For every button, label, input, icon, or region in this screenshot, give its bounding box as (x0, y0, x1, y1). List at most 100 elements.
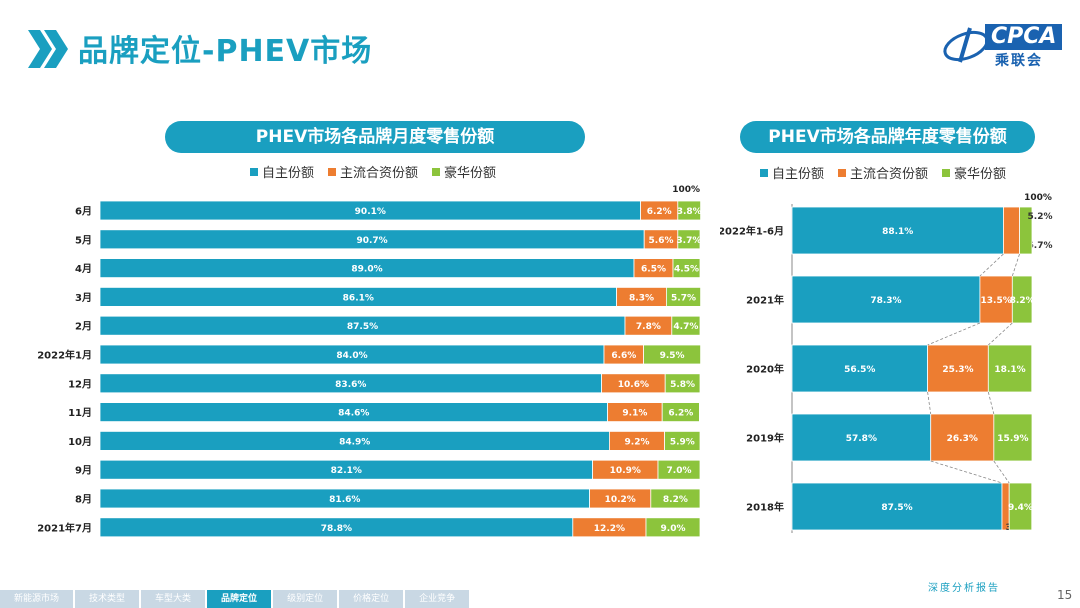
footer-report-label: 深度分析报告 (928, 583, 1000, 594)
bar-segment (1011, 275, 1033, 324)
data-label: 56.5% (844, 365, 875, 375)
data-label: 5.6% (649, 236, 674, 246)
connector-line (993, 460, 1010, 484)
bar-segment (791, 344, 929, 393)
data-label: 13.5% (981, 296, 1012, 306)
data-label: 10.6% (618, 380, 649, 390)
category-label: 2018年 (746, 501, 784, 514)
category-label: 2019年 (746, 432, 784, 445)
data-label: 4.5% (674, 265, 699, 275)
bar-segment (666, 287, 702, 307)
footer-nav-item[interactable]: 级别定位 (273, 590, 338, 608)
yearly-chart-legend: 自主份额 主流合资份额 豪华份额 (760, 163, 1006, 182)
page-number: 15 (1057, 588, 1073, 602)
data-label: 3.8% (677, 207, 702, 217)
data-label: 90.7% (356, 236, 387, 246)
data-label: 18.1% (994, 365, 1025, 375)
data-label: 78.3% (870, 296, 901, 306)
data-label: 10.9% (610, 466, 641, 476)
data-label: 4.7% (673, 322, 698, 332)
bar-segment (677, 200, 701, 221)
data-label: 9.0% (661, 524, 686, 534)
footer-nav-item[interactable]: 价格定位 (339, 590, 404, 608)
legend-item-jv: 主流合资份额 (838, 163, 928, 182)
bar-segment (979, 275, 1013, 324)
footer-nav-item[interactable]: 企业竞争 (405, 590, 470, 608)
data-label: 6.6% (611, 351, 636, 361)
bar-segment (1008, 482, 1033, 531)
category-label: 11月 (68, 407, 92, 419)
data-label: 6.5% (641, 265, 666, 275)
data-label: 7.0% (667, 466, 692, 476)
data-label: 5.2% (1028, 212, 1053, 222)
bar-segment (1003, 206, 1020, 255)
bar-segment (791, 413, 932, 462)
data-label: 87.5% (881, 503, 912, 513)
connector-line (987, 391, 995, 415)
data-label: 3.7% (676, 236, 701, 246)
data-label: 10.2% (605, 495, 636, 505)
data-label: 6.2% (647, 207, 672, 217)
bar-segment (677, 229, 701, 250)
category-label: 6月 (75, 206, 92, 218)
monthly-share-chart: 100% 6月 90.1% 6.2% 3.8% 5月 90.7% 5.6% 3.7% 4月 89.0… (37, 185, 702, 538)
bar-segment (672, 258, 701, 278)
legend-item-jv: 主流合资份额 (328, 162, 418, 181)
connector-line (927, 322, 981, 346)
data-label: 82.1% (331, 466, 362, 476)
bar-segment (993, 413, 1033, 462)
data-label: 8.2% (663, 495, 688, 505)
data-label: 5.9% (670, 437, 695, 447)
bar-segment (987, 344, 1033, 393)
data-label: 86.1% (343, 293, 374, 303)
data-label: 87.5% (347, 322, 378, 332)
data-label: 25.3% (942, 365, 973, 375)
bar-segment (661, 402, 700, 423)
data-label: 6.2% (668, 409, 693, 419)
logo-text: CPCA (985, 24, 1063, 50)
bar-segment (664, 373, 701, 394)
data-label: 9.2% (625, 437, 650, 447)
category-label: 2月 (75, 321, 92, 333)
footer-nav-item[interactable]: 品牌定位 (207, 590, 272, 608)
data-label: 90.1% (355, 207, 386, 217)
bar-segment (671, 315, 701, 336)
data-label: 7.8% (636, 322, 661, 332)
data-label: 12.2% (594, 524, 625, 534)
footer-nav: 新能源市场 技术类型 车型大类 品牌定位 级别定位 价格定位 企业竞争 (0, 590, 471, 608)
category-label: 12月 (68, 378, 92, 390)
data-label: 5.8% (670, 380, 695, 390)
data-label: 78.8% (321, 524, 352, 534)
bar-segment (657, 459, 701, 480)
legend-item-lux: 豪华份额 (942, 163, 1006, 182)
category-label: 2022年1-6月 (720, 225, 784, 238)
legend-item-self: 自主份额 (760, 163, 824, 182)
connector-line (930, 460, 1003, 484)
category-label: 2020年 (746, 363, 784, 376)
category-label: 8月 (75, 494, 92, 506)
data-label: 9.1% (622, 409, 647, 419)
bar-segment (643, 344, 701, 365)
category-label: 4月 (75, 263, 92, 275)
footer-nav-item[interactable]: 车型大类 (141, 590, 206, 608)
data-label: 8.3% (629, 293, 654, 303)
total-label: 100% (1024, 193, 1052, 203)
legend-item-self: 自主份额 (250, 162, 314, 181)
data-label: 9.5% (660, 351, 685, 361)
data-label: 81.6% (329, 495, 360, 505)
monthly-chart-legend: 自主份额 主流合资份额 豪华份额 (250, 162, 496, 181)
bar-segment (791, 206, 1004, 255)
bar-segment (650, 488, 701, 509)
total-label: 100% (672, 185, 700, 195)
footer-nav-item[interactable]: 新能源市场 (0, 590, 74, 608)
data-label: 84.0% (336, 351, 367, 361)
data-label: 57.8% (846, 434, 877, 444)
data-label: 84.9% (339, 437, 370, 447)
category-label: 2021年7月 (37, 521, 92, 534)
data-label: 26.3% (947, 434, 978, 444)
data-label: 8.2% (1010, 296, 1035, 306)
logo-subtitle: 乘联会 (995, 53, 1043, 69)
footer-nav-item[interactable]: 技术类型 (75, 590, 140, 608)
yearly-chart-title: PHEV市场各品牌年度零售份额 (740, 121, 1035, 153)
monthly-chart-title: PHEV市场各品牌月度零售份额 (165, 121, 585, 153)
